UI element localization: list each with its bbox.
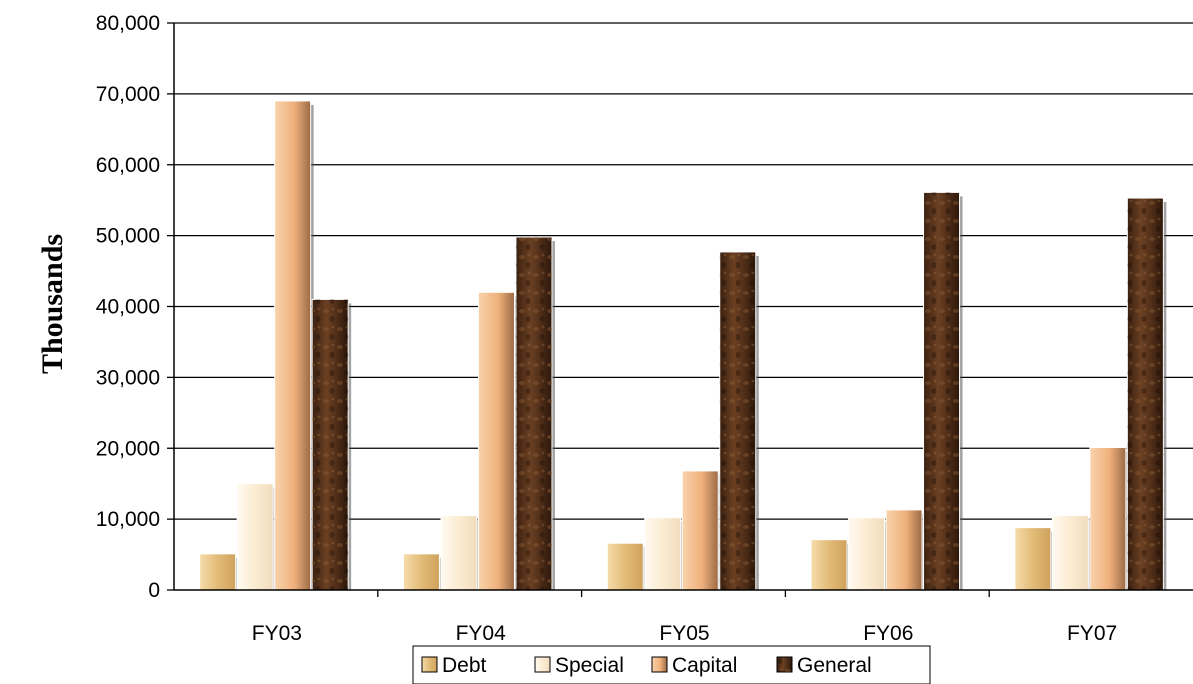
y-axis-ticks: 0 10,000 20,000 30,000 40,000 50,000 60,000 70,… — [96, 12, 174, 602]
bars-group — [199, 100, 1167, 591]
bar-special-fy06 — [848, 517, 886, 591]
legend-swatch-capital — [651, 656, 668, 673]
bar-shadow — [348, 303, 352, 590]
x-category-label: FY03 — [252, 622, 302, 645]
legend-label-debt: Debt — [442, 654, 487, 677]
legend-label-general: General — [797, 654, 872, 677]
legend: Debt Special Capital General — [412, 645, 931, 684]
x-category-label: FY06 — [863, 622, 913, 645]
y-tick-label: 60,000 — [96, 154, 160, 177]
y-tick-label: 40,000 — [96, 296, 160, 319]
x-category-label: FY05 — [659, 622, 709, 645]
bar-capital-fy04 — [477, 291, 515, 591]
x-axis-categories: FY03 FY04 FY05 FY06 FY07 — [252, 622, 1117, 645]
y-tick-label: 80,000 — [96, 12, 160, 35]
legend-swatch-texture — [777, 657, 792, 672]
legend-box — [412, 645, 931, 684]
bar-debt-fy05 — [606, 542, 644, 591]
legend-swatch-special — [534, 656, 551, 673]
legend-label-special: Special — [555, 654, 624, 677]
bar-shadow — [755, 255, 759, 590]
bar-special-fy04 — [440, 515, 478, 591]
bar-debt-fy04 — [402, 553, 440, 591]
bar-debt-fy03 — [199, 553, 237, 591]
bar-texture — [515, 237, 552, 591]
y-tick-label: 30,000 — [96, 366, 160, 389]
y-tick-label: 20,000 — [96, 437, 160, 460]
y-tick-label: 0 — [148, 579, 160, 602]
bar-texture — [719, 251, 756, 590]
bar-special-fy07 — [1051, 515, 1089, 591]
bar-shadow — [1163, 202, 1167, 590]
legend-label-capital: Capital — [672, 654, 737, 677]
bar-special-fy05 — [644, 517, 682, 591]
bar-texture — [312, 299, 349, 590]
bar-debt-fy06 — [810, 539, 848, 591]
bar-texture — [1127, 198, 1164, 590]
x-category-label: FY04 — [456, 622, 507, 645]
bar-texture — [923, 192, 960, 591]
bar-special-fy03 — [236, 483, 274, 591]
y-tick-label: 10,000 — [96, 508, 160, 531]
y-axis-label: Thousands — [36, 234, 69, 374]
legend-swatch-debt — [421, 656, 438, 673]
y-tick-label: 70,000 — [96, 83, 160, 106]
bar-capital-fy05 — [681, 470, 719, 591]
bar-capital-fy03 — [274, 100, 312, 591]
x-category-label: FY07 — [1067, 622, 1117, 645]
bar-capital-fy06 — [885, 509, 923, 591]
bar-capital-fy07 — [1089, 447, 1127, 591]
bar-shadow — [959, 196, 963, 591]
y-tick-label: 50,000 — [96, 225, 160, 248]
bar-shadow — [551, 241, 555, 591]
bar-debt-fy07 — [1014, 527, 1052, 591]
